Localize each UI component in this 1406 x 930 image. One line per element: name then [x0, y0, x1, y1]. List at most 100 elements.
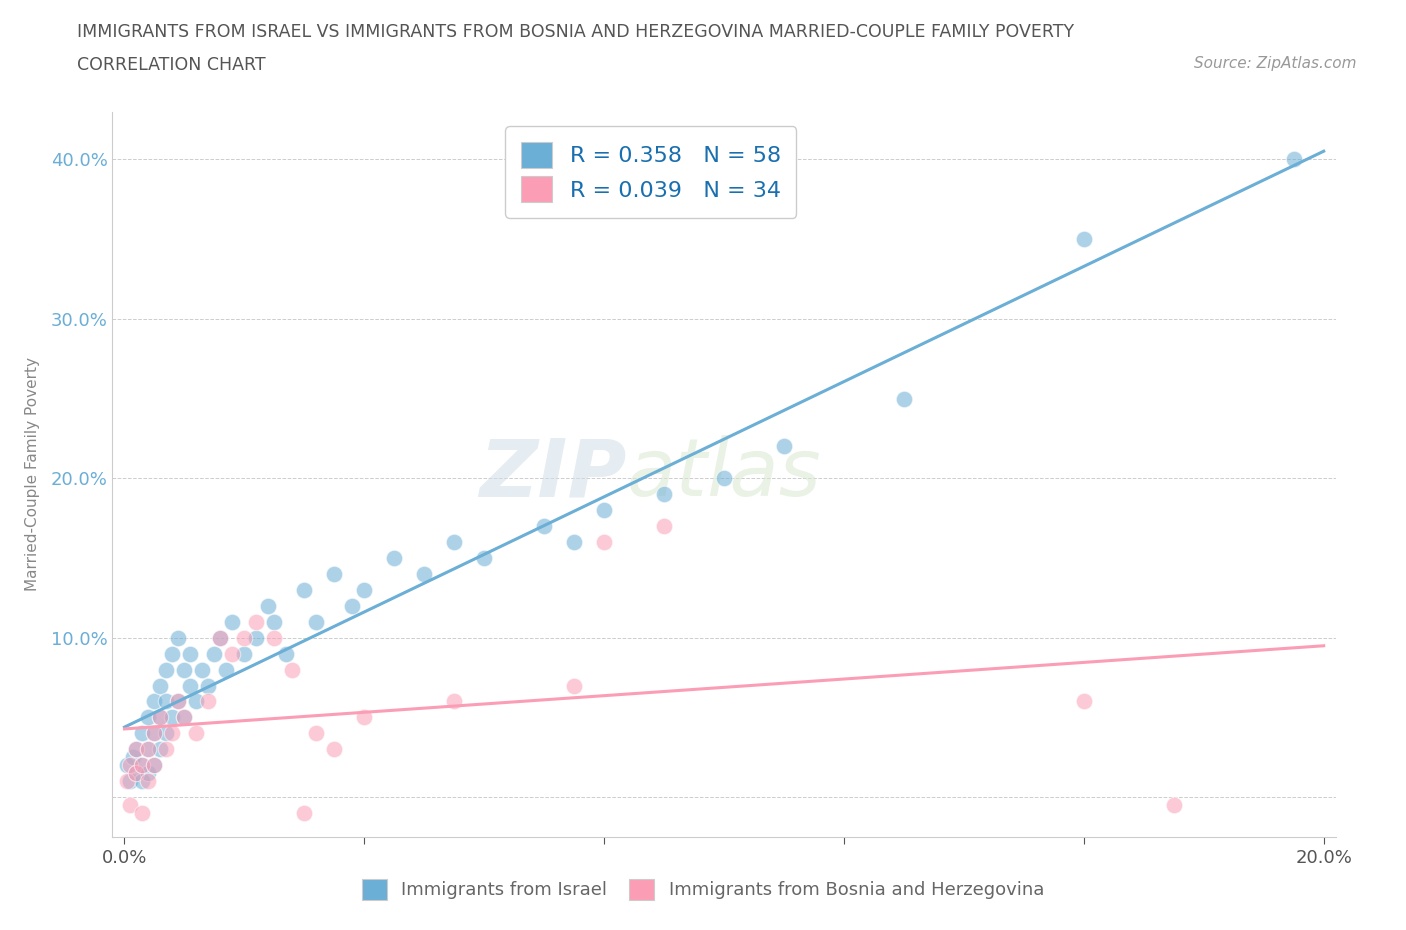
- Point: [593, 503, 616, 518]
- Point: [215, 662, 238, 677]
- Point: [202, 646, 225, 661]
- Point: [167, 694, 190, 709]
- Point: [162, 710, 184, 724]
- Point: [652, 486, 675, 501]
- Point: [413, 566, 436, 581]
- Point: [155, 742, 177, 757]
- Text: CORRELATION CHART: CORRELATION CHART: [77, 56, 266, 73]
- Point: [131, 758, 153, 773]
- Point: [179, 646, 201, 661]
- Point: [138, 765, 160, 780]
- Point: [305, 726, 328, 741]
- Point: [143, 758, 166, 773]
- Point: [117, 774, 139, 789]
- Point: [138, 742, 160, 757]
- Point: [233, 646, 256, 661]
- Text: Source: ZipAtlas.com: Source: ZipAtlas.com: [1194, 56, 1357, 71]
- Point: [1073, 232, 1095, 246]
- Point: [713, 471, 735, 485]
- Point: [353, 710, 375, 724]
- Point: [197, 694, 219, 709]
- Point: [131, 774, 153, 789]
- Point: [179, 678, 201, 693]
- Point: [245, 631, 267, 645]
- Point: [155, 726, 177, 741]
- Point: [472, 551, 495, 565]
- Point: [443, 694, 465, 709]
- Point: [281, 662, 304, 677]
- Point: [125, 765, 148, 780]
- Point: [131, 726, 153, 741]
- Point: [125, 765, 148, 780]
- Point: [149, 710, 172, 724]
- Point: [138, 710, 160, 724]
- Point: [263, 631, 285, 645]
- Point: [155, 662, 177, 677]
- Point: [233, 631, 256, 645]
- Point: [197, 678, 219, 693]
- Point: [120, 798, 142, 813]
- Point: [186, 726, 208, 741]
- Point: [162, 646, 184, 661]
- Point: [120, 774, 142, 789]
- Point: [1073, 694, 1095, 709]
- Point: [186, 694, 208, 709]
- Point: [562, 678, 585, 693]
- Point: [173, 710, 195, 724]
- Text: atlas: atlas: [626, 435, 821, 513]
- Legend: Immigrants from Israel, Immigrants from Bosnia and Herzegovina: Immigrants from Israel, Immigrants from …: [354, 871, 1052, 907]
- Point: [1282, 152, 1305, 166]
- Point: [593, 535, 616, 550]
- Text: IMMIGRANTS FROM ISRAEL VS IMMIGRANTS FROM BOSNIA AND HERZEGOVINA MARRIED-COUPLE : IMMIGRANTS FROM ISRAEL VS IMMIGRANTS FRO…: [77, 23, 1074, 41]
- Point: [131, 805, 153, 820]
- Text: ZIP: ZIP: [479, 435, 626, 513]
- Point: [1163, 798, 1185, 813]
- Point: [173, 710, 195, 724]
- Point: [221, 646, 243, 661]
- Point: [131, 758, 153, 773]
- Point: [143, 726, 166, 741]
- Point: [533, 519, 555, 534]
- Point: [353, 582, 375, 597]
- Point: [167, 694, 190, 709]
- Point: [173, 662, 195, 677]
- Point: [143, 694, 166, 709]
- Point: [257, 598, 280, 613]
- Point: [323, 566, 346, 581]
- Point: [125, 742, 148, 757]
- Point: [342, 598, 364, 613]
- Point: [149, 710, 172, 724]
- Point: [562, 535, 585, 550]
- Point: [143, 726, 166, 741]
- Point: [263, 615, 285, 630]
- Point: [149, 742, 172, 757]
- Y-axis label: Married-Couple Family Poverty: Married-Couple Family Poverty: [25, 357, 39, 591]
- Point: [245, 615, 267, 630]
- Point: [893, 392, 915, 406]
- Point: [138, 742, 160, 757]
- Point: [323, 742, 346, 757]
- Point: [191, 662, 214, 677]
- Point: [382, 551, 405, 565]
- Point: [292, 582, 315, 597]
- Point: [138, 774, 160, 789]
- Point: [305, 615, 328, 630]
- Point: [292, 805, 315, 820]
- Point: [209, 631, 232, 645]
- Point: [125, 742, 148, 757]
- Point: [209, 631, 232, 645]
- Point: [149, 678, 172, 693]
- Legend: R = 0.358   N = 58, R = 0.039   N = 34: R = 0.358 N = 58, R = 0.039 N = 34: [505, 126, 796, 218]
- Point: [117, 758, 139, 773]
- Point: [167, 631, 190, 645]
- Point: [143, 758, 166, 773]
- Point: [122, 750, 145, 764]
- Point: [652, 519, 675, 534]
- Point: [155, 694, 177, 709]
- Point: [120, 758, 142, 773]
- Point: [443, 535, 465, 550]
- Point: [162, 726, 184, 741]
- Point: [773, 439, 796, 454]
- Point: [276, 646, 298, 661]
- Point: [221, 615, 243, 630]
